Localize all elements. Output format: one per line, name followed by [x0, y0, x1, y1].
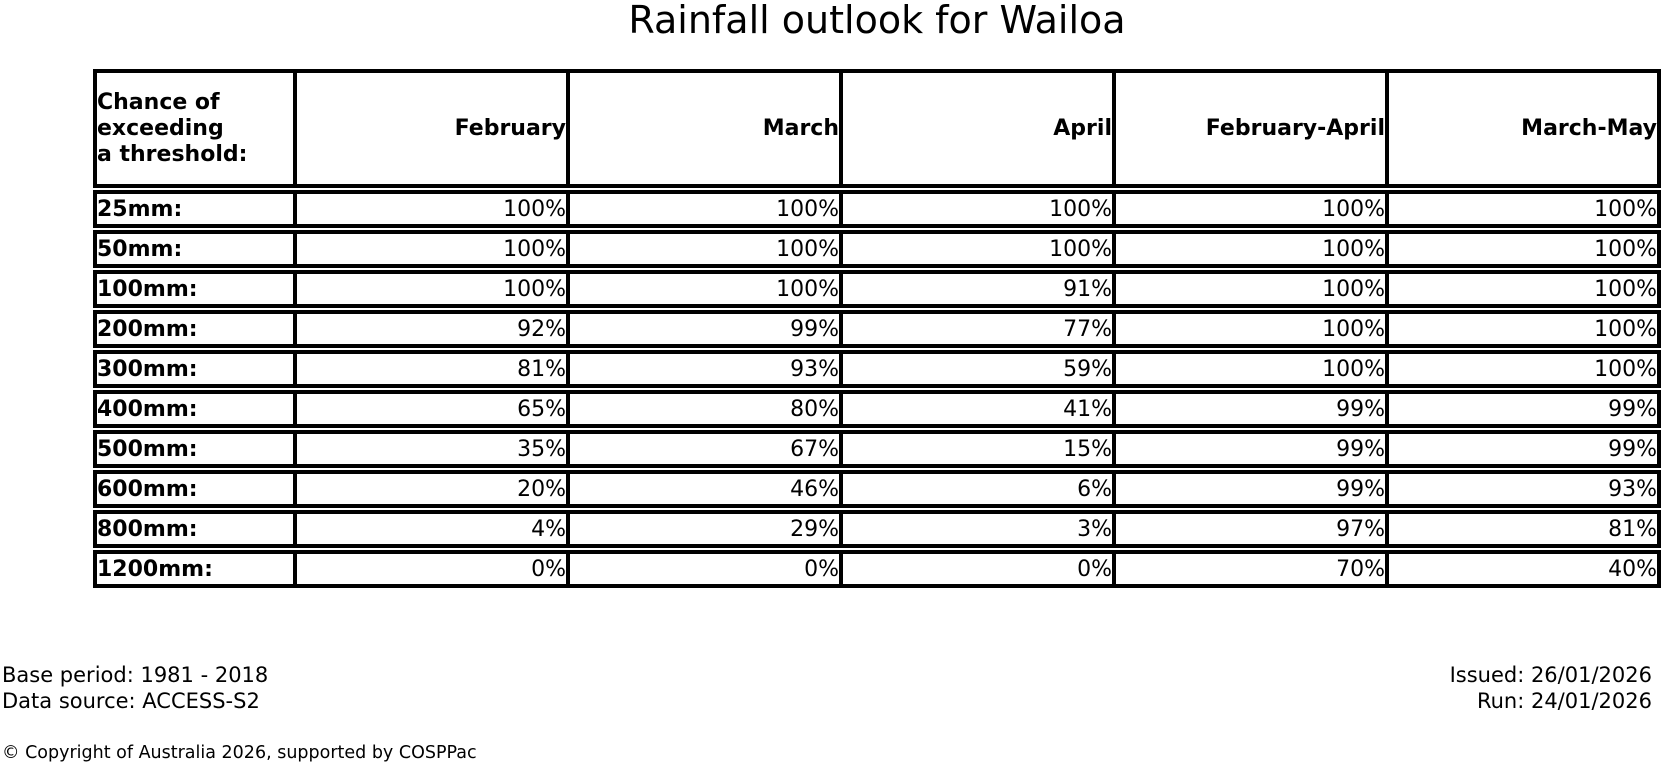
cell-value: 67% — [570, 430, 843, 468]
footer-left-notes: Base period: 1981 - 2018 Data source: AC… — [2, 662, 268, 714]
table-row-50mm: 50mm: 100% 100% 100% 100% 100% — [93, 230, 1661, 268]
cell-value: 100% — [1116, 310, 1389, 348]
cell-value: 81% — [297, 350, 570, 388]
cell-value: 29% — [570, 510, 843, 548]
cell-value: 92% — [297, 310, 570, 348]
cell-value: 100% — [1116, 270, 1389, 308]
cell-value: 100% — [1116, 190, 1389, 228]
cell-value: 0% — [570, 550, 843, 588]
footer-right-notes: Issued: 26/01/2026 Run: 24/01/2026 — [1450, 662, 1652, 714]
cell-value: 81% — [1389, 510, 1661, 548]
cell-value: 100% — [1116, 230, 1389, 268]
table-row-400mm: 400mm: 65% 80% 41% 99% 99% — [93, 390, 1661, 428]
issued-date-note: Issued: 26/01/2026 — [1449, 663, 1652, 687]
cell-value: 40% — [1389, 550, 1661, 588]
row-label: 50mm: — [93, 230, 297, 268]
cell-value: 0% — [843, 550, 1116, 588]
run-date-note: Run: 24/01/2026 — [1476, 689, 1652, 713]
table-header-row: Chance of exceeding a threshold: Februar… — [93, 69, 1661, 188]
column-header-february-april: February-April — [1116, 69, 1389, 188]
cell-value: 6% — [843, 470, 1116, 508]
cell-value: 93% — [570, 350, 843, 388]
cell-value: 41% — [843, 390, 1116, 428]
cell-value: 70% — [1116, 550, 1389, 588]
row-label: 25mm: — [93, 190, 297, 228]
row-label: 1200mm: — [93, 550, 297, 588]
cell-value: 100% — [1389, 190, 1661, 228]
cell-value: 20% — [297, 470, 570, 508]
cell-value: 0% — [297, 550, 570, 588]
cell-value: 91% — [843, 270, 1116, 308]
copyright-note: © Copyright of Australia 2026, supported… — [2, 743, 477, 763]
cell-value: 100% — [1389, 350, 1661, 388]
page-title: Rainfall outlook for Wailoa — [628, 0, 1126, 42]
row-label: 100mm: — [93, 270, 297, 308]
cell-value: 100% — [297, 190, 570, 228]
cell-value: 100% — [1389, 230, 1661, 268]
cell-value: 3% — [843, 510, 1116, 548]
column-header-march: March — [570, 69, 843, 188]
cell-value: 80% — [570, 390, 843, 428]
cell-value: 99% — [1389, 430, 1661, 468]
base-period-note: Base period: 1981 - 2018 — [2, 663, 269, 687]
cell-value: 99% — [1116, 430, 1389, 468]
row-label: 300mm: — [93, 350, 297, 388]
table-row-1200mm: 1200mm: 0% 0% 0% 70% 40% — [93, 550, 1661, 588]
table-row-200mm: 200mm: 92% 99% 77% 100% 100% — [93, 310, 1661, 348]
table-row-25mm: 25mm: 100% 100% 100% 100% 100% — [93, 190, 1661, 228]
column-header-february: February — [297, 69, 570, 188]
cell-value: 77% — [843, 310, 1116, 348]
cell-value: 59% — [843, 350, 1116, 388]
table-row-600mm: 600mm: 20% 46% 6% 99% 93% — [93, 470, 1661, 508]
cell-value: 100% — [297, 270, 570, 308]
column-header-april: April — [843, 69, 1116, 188]
cell-value: 100% — [843, 190, 1116, 228]
cell-value: 100% — [843, 230, 1116, 268]
cell-value: 65% — [297, 390, 570, 428]
row-label: 800mm: — [93, 510, 297, 548]
cell-value: 100% — [297, 230, 570, 268]
cell-value: 15% — [843, 430, 1116, 468]
cell-value: 100% — [1389, 270, 1661, 308]
cell-value: 4% — [297, 510, 570, 548]
cell-value: 35% — [297, 430, 570, 468]
row-label: 500mm: — [93, 430, 297, 468]
cell-value: 97% — [1116, 510, 1389, 548]
cell-value: 100% — [570, 230, 843, 268]
table-row-300mm: 300mm: 81% 93% 59% 100% 100% — [93, 350, 1661, 388]
table-row-800mm: 800mm: 4% 29% 3% 97% 81% — [93, 510, 1661, 548]
cell-value: 100% — [1389, 310, 1661, 348]
cell-value: 100% — [570, 270, 843, 308]
cell-value: 99% — [570, 310, 843, 348]
table-row-100mm: 100mm: 100% 100% 91% 100% 100% — [93, 270, 1661, 308]
row-label: 200mm: — [93, 310, 297, 348]
row-label: 400mm: — [93, 390, 297, 428]
cell-value: 99% — [1116, 470, 1389, 508]
row-label: 600mm: — [93, 470, 297, 508]
table-row-500mm: 500mm: 35% 67% 15% 99% 99% — [93, 430, 1661, 468]
cell-value: 46% — [570, 470, 843, 508]
cell-value: 93% — [1389, 470, 1661, 508]
cell-value: 100% — [1116, 350, 1389, 388]
data-source-note: Data source: ACCESS-S2 — [2, 689, 260, 713]
column-header-march-may: March-May — [1389, 69, 1661, 188]
cell-value: 100% — [570, 190, 843, 228]
rainfall-outlook-table: Chance of exceeding a threshold: Februar… — [93, 67, 1661, 590]
cell-value: 99% — [1389, 390, 1661, 428]
cell-value: 99% — [1116, 390, 1389, 428]
column-header-threshold: Chance of exceeding a threshold: — [93, 69, 297, 188]
